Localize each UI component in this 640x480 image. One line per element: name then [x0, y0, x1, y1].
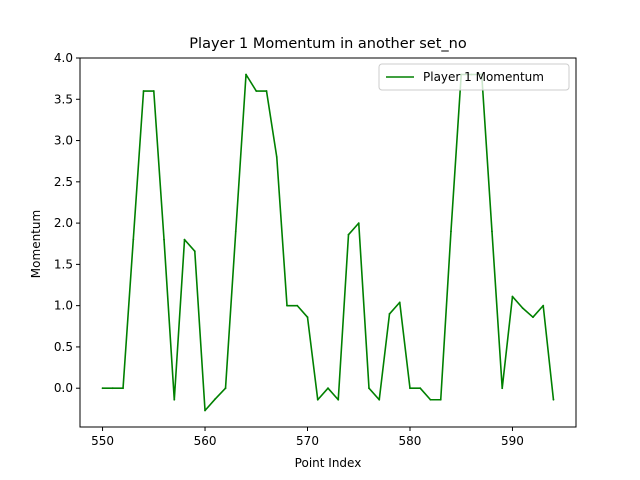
momentum-data-point	[429, 398, 432, 401]
x-axis-label: Point Index	[295, 456, 362, 470]
y-tick-label: 4.0	[54, 51, 73, 65]
momentum-data-point	[255, 90, 258, 92]
momentum-data-point	[378, 398, 381, 401]
y-tick-label: 1.5	[54, 257, 73, 271]
momentum-data-point	[224, 387, 227, 390]
momentum-data-point	[306, 316, 309, 319]
y-tick-label: 1.0	[54, 299, 73, 313]
y-tick-label: 2.5	[54, 175, 73, 189]
momentum-data-point	[450, 230, 452, 233]
momentum-data-point	[245, 73, 247, 76]
momentum-data-point	[368, 387, 370, 390]
momentum-data-point	[214, 398, 217, 400]
momentum-data-point	[327, 387, 329, 390]
x-tick-label: 590	[501, 434, 524, 448]
y-tick-label: 2.0	[54, 216, 73, 230]
y-tick-label: 0.5	[54, 340, 73, 354]
momentum-data-point	[296, 304, 299, 307]
momentum-data-point	[357, 222, 360, 225]
momentum-data-point	[234, 230, 237, 233]
momentum-data-point	[501, 387, 504, 390]
legend-label: Player 1 Momentum	[423, 70, 544, 84]
momentum-data-point	[552, 398, 555, 401]
momentum-data-point	[101, 387, 104, 390]
momentum-data-point	[163, 238, 165, 241]
momentum-data-point	[122, 387, 124, 390]
momentum-data-point	[193, 250, 196, 253]
y-axis-label: Momentum	[29, 210, 43, 278]
x-tick-label: 580	[399, 434, 422, 448]
momentum-data-point	[388, 313, 391, 315]
momentum-data-point	[173, 398, 176, 401]
momentum-data-point	[337, 398, 340, 401]
x-axis-ticks: 550 560 570 580 590	[91, 427, 524, 448]
x-tick-label: 570	[296, 434, 319, 448]
momentum-data-point	[183, 238, 186, 241]
momentum-data-point	[542, 304, 545, 307]
y-tick-label: 3.0	[54, 134, 73, 148]
y-axis-ticks: 0.0 0.5 1.0 1.5 2.0 2.5 3.0 3.5 4.0	[54, 51, 80, 395]
plot-frame	[79, 57, 577, 428]
legend-box	[378, 63, 570, 91]
legend: Player 1 Momentum	[378, 63, 570, 91]
x-tick-label: 550	[91, 434, 114, 448]
momentum-data-point	[265, 90, 268, 92]
y-tick-label: 3.5	[54, 92, 73, 106]
momentum-data-point	[511, 295, 514, 298]
momentum-data-point	[316, 398, 319, 401]
momentum-data-point	[409, 387, 411, 390]
momentum-data-point	[152, 90, 155, 92]
momentum-data-point	[204, 409, 206, 412]
momentum-data-point	[347, 233, 350, 236]
momentum-data-point	[275, 156, 278, 158]
momentum-data-point	[419, 387, 422, 390]
momentum-data-point	[142, 90, 145, 92]
momentum-data-point	[439, 398, 442, 401]
momentum-data-point	[521, 307, 524, 310]
momentum-data-point	[111, 387, 114, 390]
momentum-data-point	[491, 230, 493, 233]
momentum-data-point	[132, 238, 135, 241]
y-tick-label: 0.0	[54, 381, 73, 395]
x-tick-label: 560	[194, 434, 217, 448]
chart-title: Player 1 Momentum in another set_no	[189, 36, 467, 52]
momentum-data-point	[398, 301, 401, 304]
momentum-data-point	[532, 316, 534, 319]
momentum-data-point	[286, 304, 288, 307]
